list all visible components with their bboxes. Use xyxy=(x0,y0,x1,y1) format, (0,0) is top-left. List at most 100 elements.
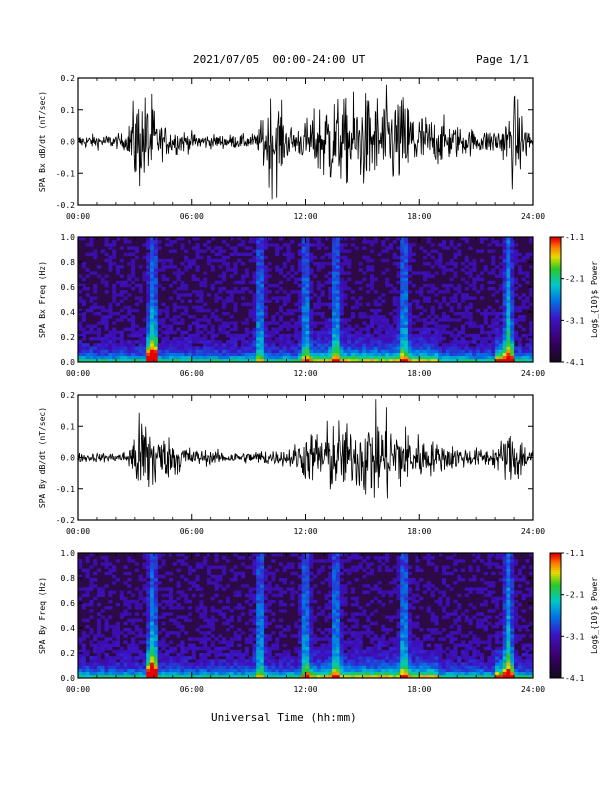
heatmap-cell xyxy=(362,656,367,660)
heatmap-cell xyxy=(237,237,242,241)
heatmap-cell xyxy=(324,262,329,266)
heatmap-cell xyxy=(351,668,356,673)
heatmap-cell xyxy=(506,240,511,244)
heatmap-cell xyxy=(297,574,303,579)
heatmap-cell xyxy=(199,308,204,313)
heatmap-cell xyxy=(381,649,386,654)
heatmap-cell xyxy=(123,237,128,241)
heatmap-cell xyxy=(199,324,204,328)
heatmap-cell xyxy=(85,574,90,579)
heatmap-cell xyxy=(381,355,386,360)
heatmap-cell xyxy=(487,349,492,353)
heatmap-cell xyxy=(351,340,356,344)
heatmap-cell xyxy=(222,612,227,616)
heatmap-cell xyxy=(301,568,306,573)
heatmap-cell xyxy=(294,358,299,363)
heatmap-cell xyxy=(172,249,177,253)
heatmap-cell xyxy=(169,265,174,269)
heatmap-cell xyxy=(377,590,382,594)
heatmap-cell xyxy=(150,624,155,629)
heatmap-cell xyxy=(358,280,363,285)
heatmap-cell xyxy=(206,662,212,666)
heatmap-cell xyxy=(263,327,268,332)
heatmap-cell xyxy=(309,596,314,601)
heatmap-cell xyxy=(369,355,375,360)
heatmap-cell xyxy=(423,274,428,278)
heatmap-cell xyxy=(134,296,139,300)
heatmap-cell xyxy=(210,324,215,328)
heatmap-cell xyxy=(286,296,291,300)
heatmap-cell xyxy=(85,556,90,560)
heatmap-cell xyxy=(119,283,124,288)
heatmap-cell xyxy=(301,333,306,338)
heatmap-cell xyxy=(419,246,424,250)
heatmap-cell xyxy=(93,283,98,288)
heatmap-cell xyxy=(313,656,318,660)
heatmap-cell xyxy=(347,277,352,282)
heatmap-cell xyxy=(347,581,352,585)
heatmap-cell xyxy=(161,349,166,353)
heatmap-cell xyxy=(153,318,158,322)
heatmap-cell xyxy=(169,349,174,353)
heatmap-cell xyxy=(468,340,473,344)
heatmap-cell xyxy=(468,315,473,319)
heatmap-cell xyxy=(146,299,151,303)
heatmap-cell xyxy=(222,312,227,316)
heatmap-cell xyxy=(203,674,208,679)
heatmap-cell xyxy=(89,631,94,635)
heatmap-cell xyxy=(392,255,397,260)
heatmap-cell xyxy=(278,268,284,272)
heatmap-cell xyxy=(256,271,261,275)
heatmap-cell xyxy=(294,656,299,660)
heatmap-cell xyxy=(392,671,397,676)
heatmap-cell xyxy=(131,321,136,325)
heatmap-cell xyxy=(157,553,162,557)
heatmap-cell xyxy=(483,308,488,313)
heatmap-cell xyxy=(256,333,261,338)
heatmap-cell xyxy=(218,246,223,250)
heatmap-cell xyxy=(146,240,151,244)
heatmap-cells xyxy=(78,237,534,363)
heatmap-cell xyxy=(377,599,382,604)
heatmap-cell xyxy=(404,265,409,269)
heatmap-cell xyxy=(491,337,496,341)
heatmap-cell xyxy=(305,243,310,247)
heatmap-cell xyxy=(343,349,348,353)
heatmap-cell xyxy=(479,346,485,350)
heatmap-cell xyxy=(123,571,128,576)
heatmap-cell xyxy=(335,349,340,353)
heatmap-cell xyxy=(343,293,348,297)
heatmap-cell xyxy=(93,634,98,638)
heatmap-cell xyxy=(214,258,219,263)
heatmap-cell xyxy=(260,553,265,557)
heatmap-cell xyxy=(320,612,325,616)
heatmap-cell xyxy=(142,665,147,669)
heatmap-cell xyxy=(229,662,234,666)
heatmap-cell xyxy=(191,656,196,660)
heatmap-cell xyxy=(172,302,177,307)
heatmap-cell xyxy=(218,330,223,335)
heatmap-cell xyxy=(93,584,98,588)
heatmap-cell xyxy=(222,274,227,278)
heatmap-cell xyxy=(146,584,151,588)
heatmap-cell xyxy=(324,333,329,338)
heatmap-cell xyxy=(222,240,227,244)
heatmap-cell xyxy=(343,668,348,673)
heatmap-cell xyxy=(479,312,485,316)
heatmap-cell xyxy=(385,653,390,657)
heatmap-cell xyxy=(324,656,329,660)
heatmap-cell xyxy=(411,321,416,325)
heatmap-cell xyxy=(165,312,170,316)
heatmap-cell xyxy=(430,283,435,288)
heatmap-cell xyxy=(78,355,83,360)
heatmap-cell xyxy=(339,358,344,363)
colorbar-step xyxy=(550,337,561,340)
colorbar-tick-label: -2.1 xyxy=(565,275,584,284)
heatmap-cell xyxy=(161,277,166,282)
heatmap-cell xyxy=(434,349,439,353)
heatmap-cell xyxy=(153,246,158,250)
heatmap-cell xyxy=(316,668,321,673)
heatmap-cell xyxy=(434,330,439,335)
heatmap-cell xyxy=(112,590,117,594)
